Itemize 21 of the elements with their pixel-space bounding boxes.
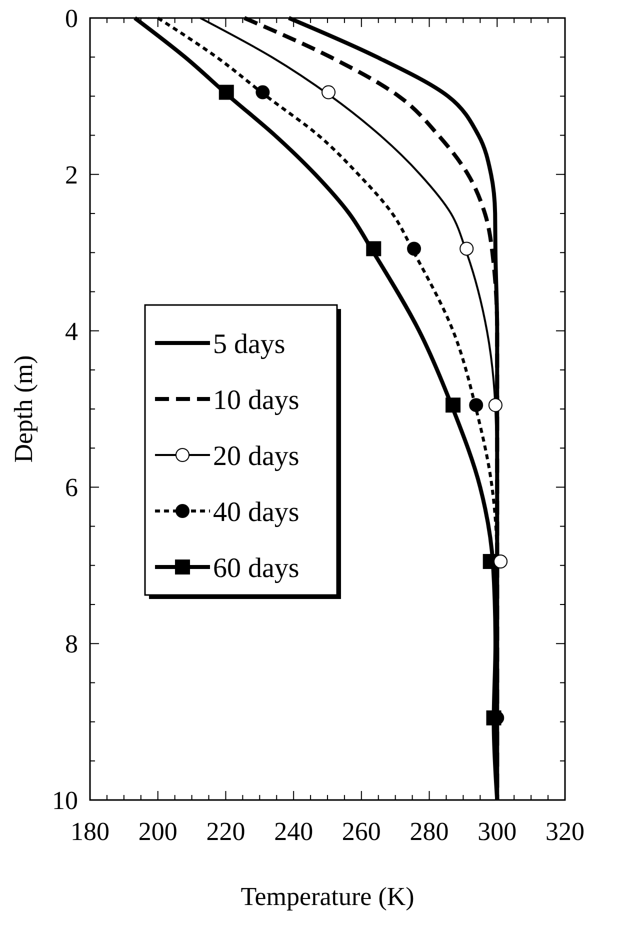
- legend-label: 20 days: [213, 441, 300, 472]
- y-tick-label: 4: [65, 316, 78, 346]
- x-tick-label: 200: [138, 817, 178, 846]
- x-tick-label: 320: [546, 817, 584, 846]
- x-tick-label: 220: [206, 817, 246, 846]
- x-tick-label: 240: [274, 817, 314, 846]
- x-tick-label: 260: [342, 817, 381, 846]
- y-tick-label: 6: [65, 473, 78, 502]
- legend-label: 60 days: [213, 553, 300, 584]
- x-tick-label: 180: [70, 817, 110, 846]
- y-tick-label: 0: [65, 4, 78, 33]
- x-tick-label: 300: [478, 817, 517, 846]
- y-axis-title: Depth (m): [9, 355, 38, 463]
- x-tick-label: 280: [410, 817, 449, 846]
- y-tick-label: 2: [65, 160, 78, 190]
- y-tick-label: 8: [65, 630, 78, 659]
- legend-label: 40 days: [213, 497, 300, 528]
- y-tick-label: 10: [52, 786, 78, 815]
- x-axis-title: Temperature (K): [240, 882, 414, 911]
- legend-label: 10 days: [213, 385, 300, 416]
- legend-label: 5 days: [213, 329, 286, 360]
